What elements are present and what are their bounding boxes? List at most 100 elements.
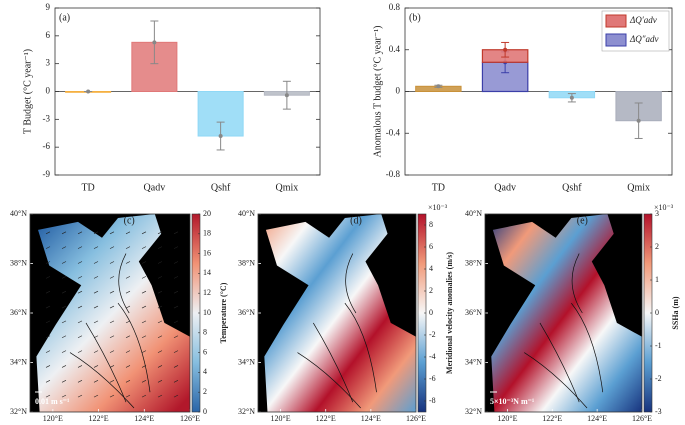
vector (125, 305, 131, 309)
contour (297, 352, 361, 409)
sea (36, 214, 191, 412)
vector (173, 394, 179, 398)
vector (61, 305, 67, 309)
vector (141, 246, 147, 249)
vector (157, 380, 163, 383)
vector (173, 246, 179, 249)
colorbar-tick-label: 8 (429, 220, 433, 229)
y-tick-label: 9 (46, 2, 51, 12)
y-tick-label: 32°N (238, 407, 255, 416)
panel-label: (b) (409, 12, 421, 23)
error-bar (150, 20, 159, 65)
vector (173, 380, 179, 383)
vector (45, 320, 51, 324)
colorbar-tick-label: 4 (203, 367, 207, 376)
colorbar-tick-label: -3 (655, 407, 662, 416)
contour (312, 322, 354, 403)
y-tick-label: -6 (43, 141, 51, 151)
y-tick-label: 36°N (465, 308, 482, 317)
x-tick-label: Qadv (494, 182, 516, 193)
y-tick-label: 0.4 (389, 44, 401, 54)
error-bar (434, 84, 443, 89)
vector (61, 380, 67, 383)
vector (109, 394, 115, 398)
vector (77, 320, 83, 324)
y-tick-label: -0.8 (386, 169, 401, 179)
vector (77, 261, 83, 264)
vector (61, 261, 67, 264)
vector (61, 246, 67, 249)
vector (93, 246, 99, 249)
sea (491, 214, 642, 412)
vector (125, 335, 131, 339)
vector (125, 261, 131, 264)
x-tick-label: 120°E (271, 414, 291, 423)
colorbar-tick-label: 1 (655, 275, 659, 284)
vector (109, 380, 115, 383)
error-center (284, 93, 289, 98)
contour (571, 302, 604, 393)
vector (157, 305, 163, 309)
vector (45, 335, 51, 339)
y-tick-label: 32°N (10, 407, 27, 416)
bar (131, 41, 178, 92)
legend-label: ΔQ′adv (629, 15, 657, 25)
vector (109, 335, 115, 339)
vector (141, 231, 147, 235)
colorbar-tick-label: 0 (429, 308, 433, 317)
contour (345, 253, 357, 314)
colorbar-tick-label: 12 (203, 288, 211, 297)
error-bar (501, 41, 510, 58)
vector (173, 305, 179, 309)
colorbar-exponent: ×10⁻³ (428, 203, 448, 212)
map-frame (29, 213, 191, 413)
error-bar (216, 121, 225, 151)
colorbar-tick-label: 2 (203, 387, 207, 396)
vector (45, 305, 51, 309)
colorbar-label: Temperature (°C) (219, 282, 228, 343)
x-tick-label: TD (81, 182, 94, 193)
vector (77, 350, 83, 353)
vector (93, 276, 99, 279)
contour (344, 302, 377, 393)
vector (157, 335, 163, 339)
vector (45, 394, 51, 398)
scale-note: 0.01 m s⁻¹ (35, 397, 70, 406)
x-tick-label: 126°E (406, 414, 426, 423)
y-axis-label: T Budget (°C year⁻¹) (22, 49, 33, 134)
x-tick-label: Qmix (275, 182, 298, 193)
y-tick-label: -0.4 (386, 127, 401, 137)
vector (141, 290, 147, 294)
y-tick-label: 6 (46, 30, 51, 40)
vector (109, 246, 115, 249)
x-tick-label: 122°E (316, 414, 336, 423)
contour (539, 322, 580, 403)
y-tick-label: 0.8 (389, 2, 401, 12)
vector (77, 231, 83, 235)
map-frame (484, 213, 643, 413)
y-tick-label: 34°N (465, 357, 482, 366)
vector (93, 380, 99, 383)
error-bar (567, 93, 576, 103)
x-tick-label: Qshf (562, 182, 582, 193)
colorbar-tick-label: -6 (429, 374, 436, 383)
contour (69, 352, 135, 409)
colorbar-tick-label: -2 (429, 330, 436, 339)
error-center (86, 89, 91, 94)
vector (125, 365, 131, 368)
error-center (152, 40, 157, 45)
y-tick-label: 0 (46, 86, 51, 96)
y-tick-label: 34°N (238, 357, 255, 366)
x-tick-label: 126°E (632, 414, 652, 423)
vector (109, 261, 115, 264)
vector (77, 365, 83, 368)
colorbar-tick-label: 2 (655, 242, 659, 251)
colorbar-tick-label: -4 (429, 352, 436, 361)
vector (77, 305, 83, 309)
colorbar-exponent: ×10⁻³ (654, 203, 674, 212)
vector (45, 380, 51, 383)
y-tick-label: 3 (46, 58, 51, 68)
colorbar-tick-label: 0 (203, 407, 207, 416)
y-tick-label: 38°N (465, 258, 482, 267)
